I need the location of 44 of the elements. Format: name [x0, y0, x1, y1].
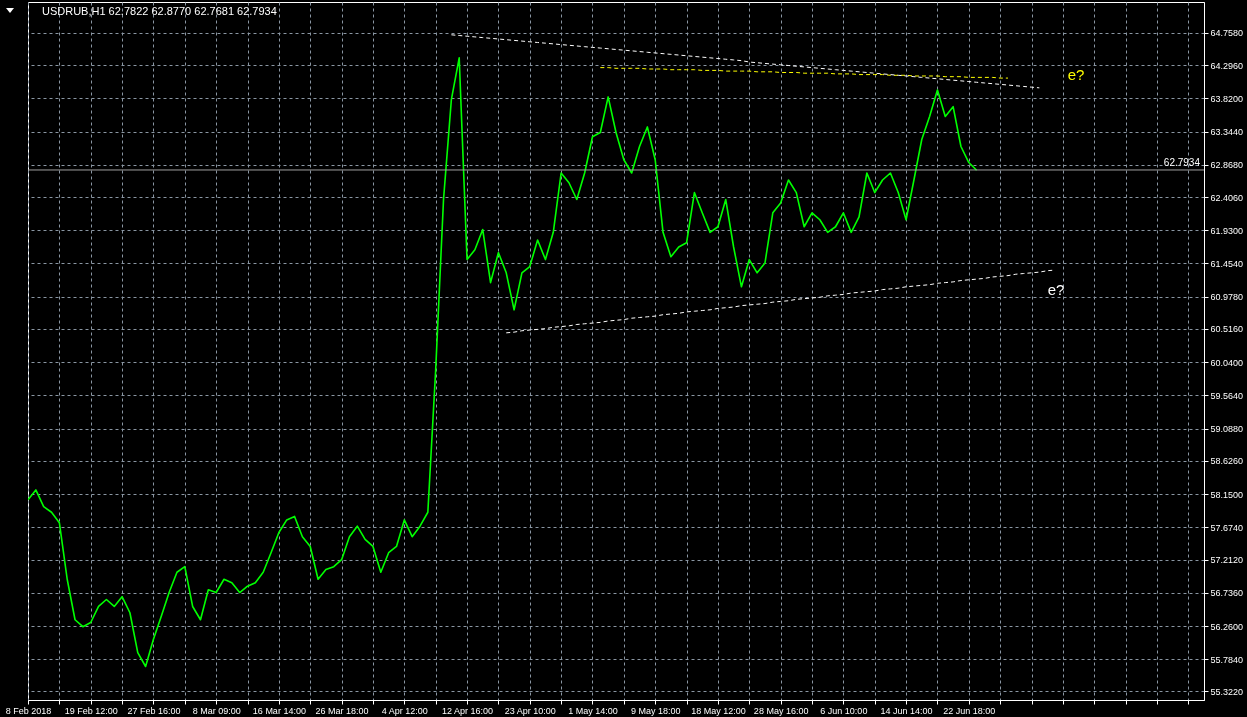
x-tick-label: 28 May 16:00: [753, 705, 809, 716]
y-tick-label: 59.0880: [1210, 424, 1244, 435]
y-tick-label: 61.9300: [1210, 225, 1244, 236]
annotation: e?: [1067, 66, 1085, 83]
y-tick-label: 63.3440: [1210, 127, 1244, 138]
y-tick-label: 63.8200: [1210, 93, 1244, 104]
y-tick-label: 57.6740: [1210, 522, 1244, 533]
x-tick-label: 6 Jun 10:00: [820, 705, 868, 716]
y-tick-label: 60.9780: [1210, 292, 1244, 303]
x-tick-label: 9 May 18:00: [630, 705, 681, 716]
x-tick-label: 8 Mar 09:00: [192, 705, 241, 716]
x-tick-label: 27 Feb 16:00: [127, 705, 181, 716]
y-tick-label: 56.7360: [1210, 588, 1244, 599]
line-series: [450, 34, 1040, 89]
y-tick-label: 58.6260: [1210, 456, 1244, 467]
line-series: [599, 67, 1009, 79]
y-tick-label: 64.2960: [1210, 60, 1244, 71]
x-tick-label: 1 May 14:00: [568, 705, 618, 716]
y-tick-label: 62.4060: [1210, 192, 1244, 203]
x-tick-label: 19 Feb 12:00: [64, 705, 118, 716]
y-tick-label: 64.7580: [1210, 28, 1244, 39]
y-tick-label: 57.2120: [1210, 555, 1244, 566]
y-tick-label: 58.1500: [1210, 489, 1244, 500]
y-tick-label: 59.5640: [1210, 390, 1244, 401]
x-tick-label: 23 Apr 10:00: [504, 705, 556, 716]
line-series: [28, 57, 978, 668]
y-tick-label: 62.8680: [1210, 160, 1244, 171]
annotation: e?: [1047, 281, 1065, 298]
x-tick-label: 12 Apr 16:00: [442, 705, 494, 716]
y-tick-label: 55.7840: [1210, 654, 1244, 665]
y-tick-label: 60.5160: [1210, 324, 1244, 335]
chart-title: USDRUB,H1 62.7822 62.8770 62.7681 62.7934: [42, 5, 277, 17]
y-tick-label: 56.2600: [1210, 621, 1244, 632]
x-tick-label: 26 Mar 18:00: [315, 705, 369, 716]
ref-line-label: 62.7934: [1163, 156, 1201, 168]
x-tick-label: 14 Jun 14:00: [880, 705, 933, 716]
x-tick-label: 4 Apr 12:00: [381, 705, 428, 716]
y-tick-label: 55.3220: [1210, 686, 1244, 697]
x-tick-label: 18 May 12:00: [691, 705, 746, 716]
y-tick-label: 61.4540: [1210, 258, 1244, 269]
x-tick-label: 16 Mar 14:00: [252, 705, 306, 716]
x-tick-label: 22 Jun 18:00: [943, 705, 996, 716]
y-tick-label: 60.0400: [1210, 357, 1244, 368]
x-tick-label: 8 Feb 2018: [5, 705, 52, 716]
